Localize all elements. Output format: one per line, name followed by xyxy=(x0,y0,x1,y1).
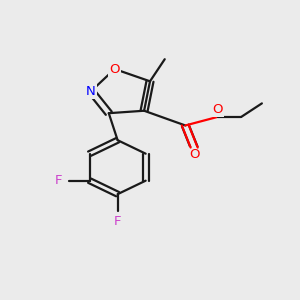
Text: F: F xyxy=(114,215,122,228)
Text: F: F xyxy=(55,174,62,187)
Text: O: O xyxy=(212,103,223,116)
Text: O: O xyxy=(110,62,120,76)
Text: N: N xyxy=(86,85,96,98)
Text: O: O xyxy=(189,148,200,161)
